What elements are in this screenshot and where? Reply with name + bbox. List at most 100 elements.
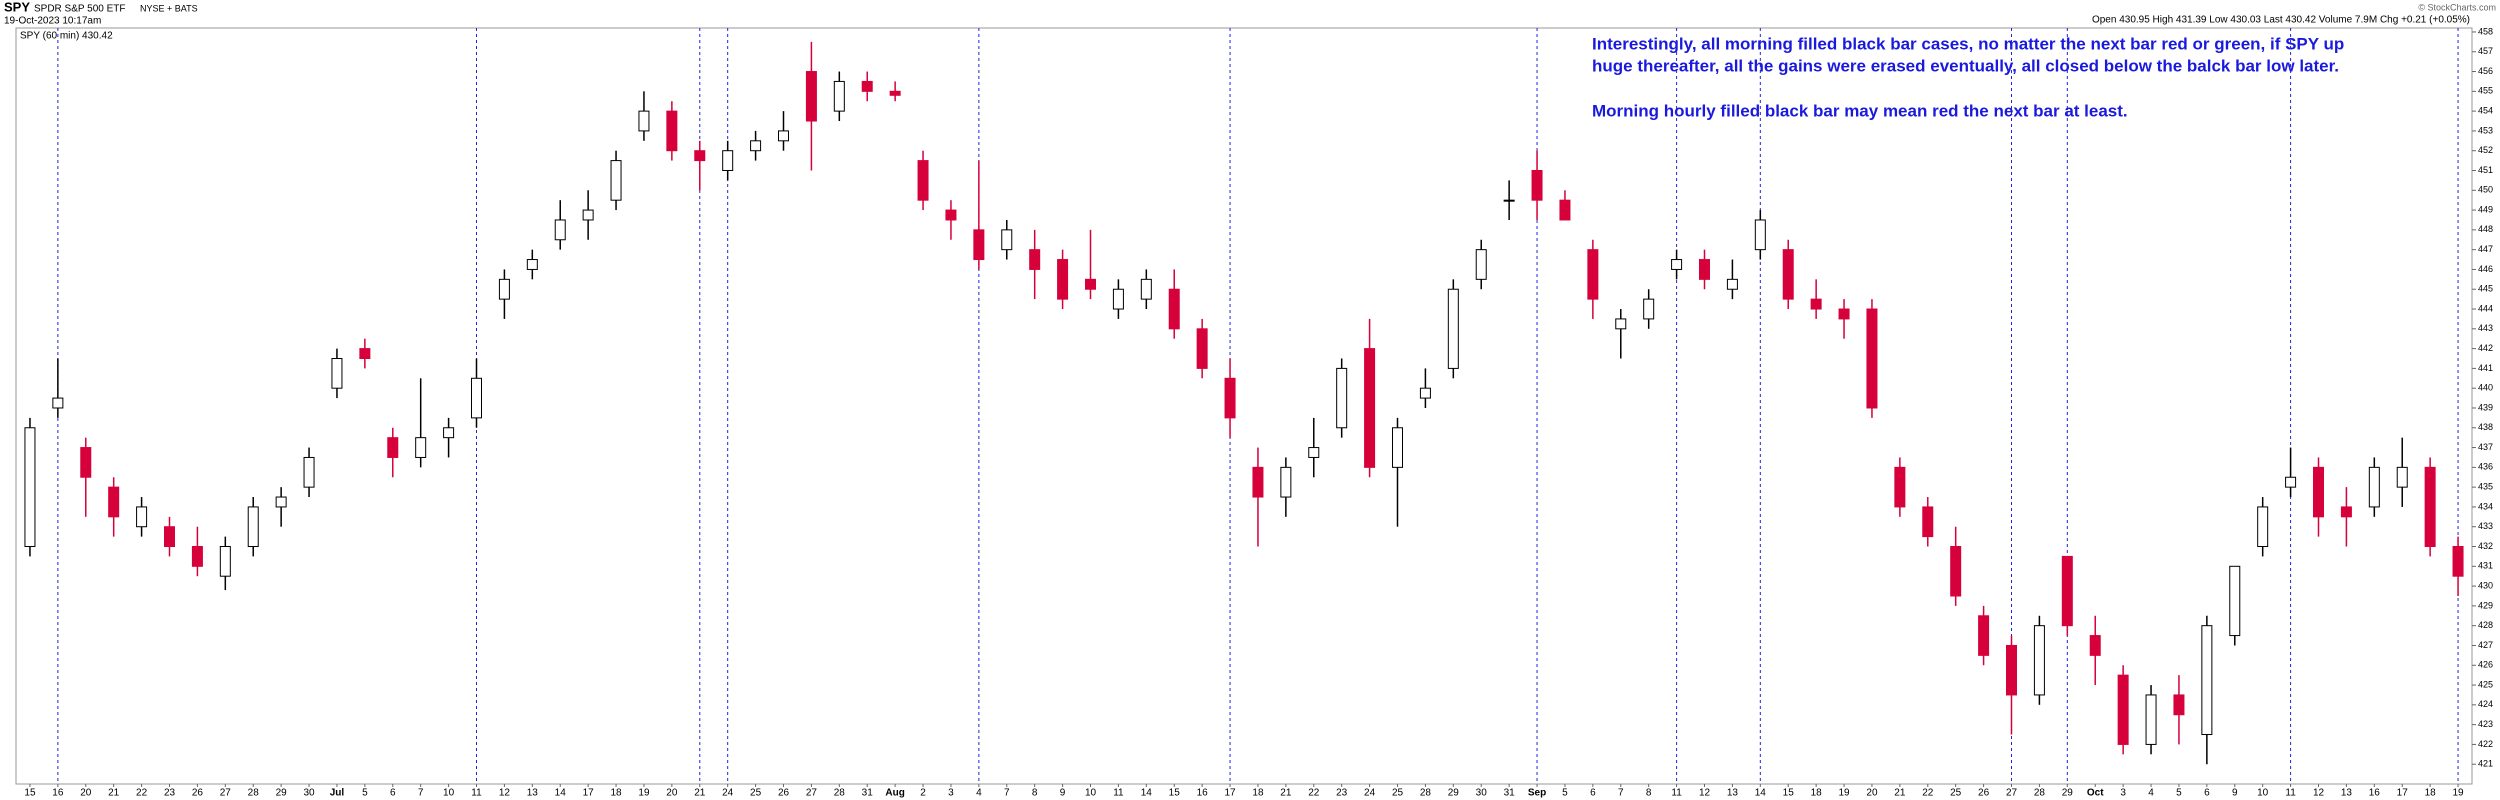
x-tick-label: 7 bbox=[1004, 788, 1010, 799]
candle-body bbox=[1280, 466, 1292, 498]
x-tick-label: 28 bbox=[1420, 788, 1432, 799]
candle-body bbox=[415, 437, 427, 458]
candle-body bbox=[1810, 298, 1822, 310]
x-tick-label: 25 bbox=[1950, 788, 1962, 799]
candle-body bbox=[582, 209, 594, 221]
x-tick-label: 28 bbox=[834, 788, 846, 799]
candle-body bbox=[722, 150, 734, 171]
x-tick-label: 5 bbox=[1562, 788, 1568, 799]
date: 19-Oct-2023 10:17am bbox=[4, 16, 101, 27]
candle-body bbox=[1112, 288, 1124, 310]
candle-body bbox=[24, 427, 36, 548]
y-tick-label: 426 bbox=[2478, 660, 2493, 670]
candle-body bbox=[610, 160, 622, 201]
candle-body bbox=[1475, 249, 1487, 280]
candle-body bbox=[443, 427, 455, 439]
candle-body bbox=[1894, 466, 1906, 508]
x-tick-label: 20 bbox=[1866, 788, 1878, 799]
candle-body bbox=[805, 71, 817, 122]
annotation: huge thereafter, all the gains were eras… bbox=[1592, 56, 2339, 75]
y-tick-label: 444 bbox=[2478, 303, 2493, 313]
candle-body bbox=[1001, 229, 1013, 251]
candle-body bbox=[359, 348, 371, 360]
candle-body bbox=[191, 546, 203, 567]
candle-body bbox=[2033, 625, 2045, 696]
x-tick-label: 27 bbox=[806, 788, 818, 799]
x-tick-label: 27 bbox=[220, 788, 232, 799]
x-tick-label: 4 bbox=[976, 788, 982, 799]
x-tick-label: 12 bbox=[499, 788, 511, 799]
candle-body bbox=[861, 80, 873, 92]
candle-body bbox=[1559, 199, 1571, 221]
candle-body bbox=[1922, 506, 1934, 538]
y-tick-label: 449 bbox=[2478, 204, 2493, 214]
x-tick-label: 22 bbox=[136, 788, 148, 799]
candle-body bbox=[1978, 615, 1990, 656]
x-tick-label: 28 bbox=[2034, 788, 2046, 799]
x-tick-label: 8 bbox=[1646, 788, 1652, 799]
x-tick-label: 9 bbox=[1060, 788, 1066, 799]
y-tick-label: 433 bbox=[2478, 521, 2493, 531]
candle-body bbox=[1447, 288, 1459, 369]
candle-body bbox=[554, 219, 566, 241]
legend: SPY (60 min) 430.42 bbox=[20, 31, 113, 42]
x-tick-label: 17 bbox=[2397, 788, 2409, 799]
x-tick-label: 18 bbox=[1811, 788, 1823, 799]
y-tick-label: 446 bbox=[2478, 264, 2493, 274]
y-tick-label: 434 bbox=[2478, 501, 2493, 511]
candle-body bbox=[2229, 565, 2241, 637]
x-tick-label: 20 bbox=[80, 788, 92, 799]
candle-body bbox=[1364, 348, 1376, 468]
y-tick-label: 424 bbox=[2478, 699, 2493, 709]
candle-body bbox=[2285, 476, 2297, 488]
x-tick-label: 29 bbox=[2062, 788, 2074, 799]
x-tick-label: 23 bbox=[164, 788, 176, 799]
candle-body bbox=[52, 397, 64, 409]
candle-body bbox=[1140, 278, 1152, 300]
x-tick-label: 2 bbox=[920, 788, 926, 799]
x-tick-label: 28 bbox=[248, 788, 260, 799]
candle-body bbox=[666, 110, 678, 152]
candle-body bbox=[471, 377, 482, 419]
x-tick-label: 12 bbox=[2313, 788, 2325, 799]
candle-body bbox=[1950, 546, 1962, 597]
candle-body bbox=[1587, 249, 1599, 300]
candle-body bbox=[917, 160, 929, 201]
candle-body bbox=[1252, 466, 1264, 498]
candle-body bbox=[275, 496, 287, 508]
candle-body bbox=[945, 209, 957, 221]
candle-body bbox=[750, 140, 762, 152]
x-tick-label: 16 bbox=[1197, 788, 1209, 799]
annotation: Morning hourly filled black bar may mean… bbox=[1592, 101, 2128, 120]
x-tick-label: 26 bbox=[192, 788, 204, 799]
y-tick-label: 458 bbox=[2478, 26, 2493, 36]
x-tick-label: 26 bbox=[1978, 788, 1990, 799]
x-tick-label: 12 bbox=[1699, 788, 1711, 799]
candle-body bbox=[108, 486, 120, 518]
y-tick-label: 455 bbox=[2478, 86, 2493, 96]
symbol: SPY bbox=[4, 0, 30, 14]
x-tick-label: 29 bbox=[276, 788, 288, 799]
x-tick-label: 27 bbox=[2006, 788, 2018, 799]
candle-body bbox=[136, 506, 148, 528]
y-tick-label: 448 bbox=[2478, 224, 2493, 234]
exchange: NYSE + BATS bbox=[140, 3, 198, 13]
x-tick-label: 5 bbox=[2176, 788, 2182, 799]
x-tick-label: 26 bbox=[778, 788, 790, 799]
x-tick-label: 10 bbox=[1085, 788, 1097, 799]
candle-body bbox=[2173, 694, 2185, 716]
candle-body bbox=[2089, 635, 2101, 656]
x-tick-label: 16 bbox=[2369, 788, 2381, 799]
x-tick-label: 31 bbox=[862, 788, 874, 799]
x-tick-label: 14 bbox=[1141, 788, 1153, 799]
candle-body bbox=[2117, 674, 2129, 745]
annotation: Interestingly, all morning filled black … bbox=[1592, 34, 2344, 53]
x-tick-label: 21 bbox=[108, 788, 120, 799]
y-tick-label: 447 bbox=[2478, 244, 2493, 254]
candle-body bbox=[2145, 694, 2157, 745]
candle-body bbox=[1615, 318, 1627, 330]
x-tick-label: 21 bbox=[1280, 788, 1292, 799]
x-tick-label: Sep bbox=[1528, 788, 1546, 799]
y-tick-label: 425 bbox=[2478, 679, 2493, 689]
candle-body bbox=[1085, 278, 1096, 290]
